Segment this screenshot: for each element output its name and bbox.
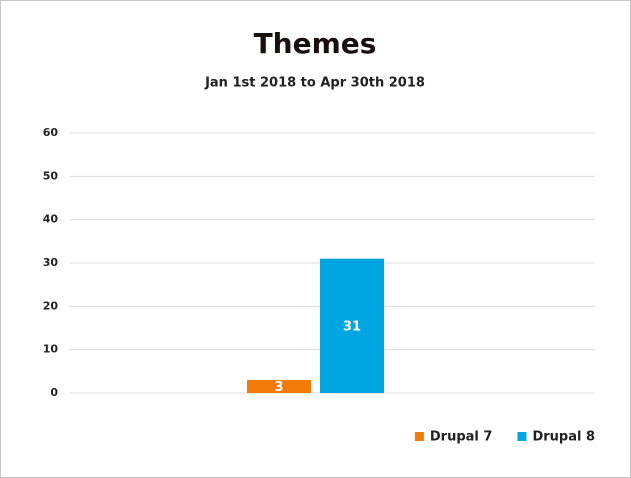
bar <box>320 258 384 393</box>
legend-label: Drupal 7 <box>430 430 493 445</box>
y-tick-label: 60 <box>43 126 59 139</box>
legend-swatch <box>517 432 527 441</box>
y-tick-label: 20 <box>43 299 59 312</box>
data-label: 3 <box>274 380 283 395</box>
y-tick-label: 10 <box>43 343 59 356</box>
y-tick-label: 30 <box>43 256 59 269</box>
data-label: 31 <box>343 319 361 334</box>
legend-label: Drupal 8 <box>532 430 595 445</box>
legend-swatch <box>414 432 424 441</box>
y-tick-label: 0 <box>50 386 58 399</box>
y-tick-label: 50 <box>43 169 59 182</box>
bar <box>247 380 311 393</box>
chart-title: Themes <box>254 27 377 60</box>
y-tick-label: 40 <box>43 213 59 226</box>
chart-subtitle: Jan 1st 2018 to Apr 30th 2018 <box>204 76 425 91</box>
